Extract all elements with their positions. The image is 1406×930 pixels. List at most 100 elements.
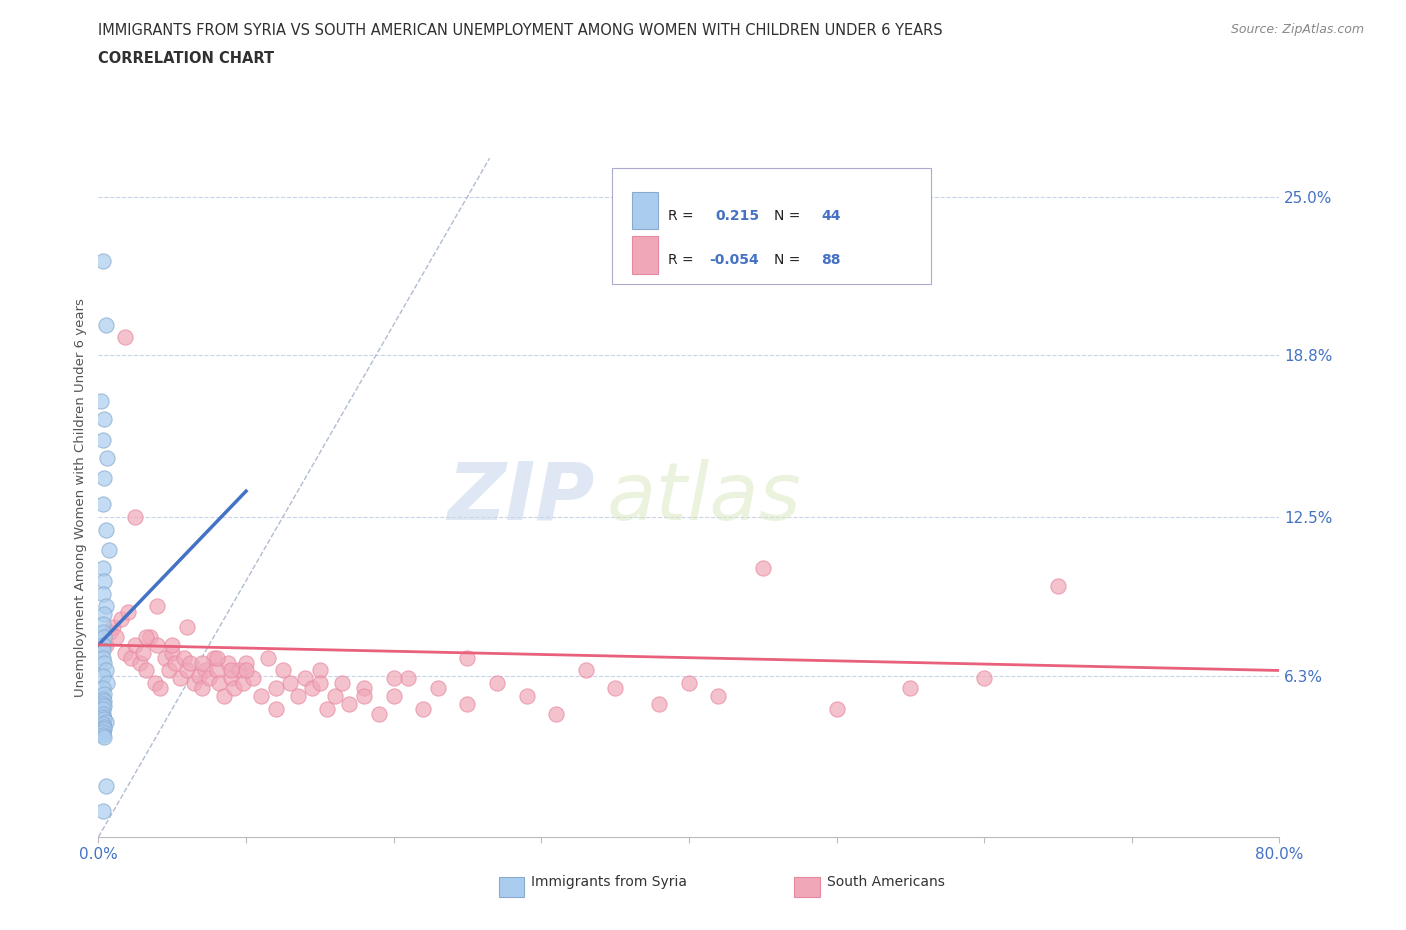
- Point: [98, 625, 121, 640]
- Text: Immigrants from Syria: Immigrants from Syria: [531, 874, 688, 889]
- Point: [91, 617, 114, 631]
- Point: [91, 650, 114, 665]
- Point: [91, 586, 114, 601]
- Point: [194, 663, 217, 678]
- Point: [228, 663, 250, 678]
- Text: -0.054: -0.054: [709, 253, 759, 267]
- Text: atlas: atlas: [606, 458, 801, 537]
- Point: [146, 637, 169, 652]
- Point: [1046, 578, 1069, 593]
- Point: [173, 650, 195, 665]
- Bar: [633, 236, 658, 273]
- Point: [456, 697, 478, 711]
- Text: 44: 44: [821, 209, 841, 223]
- Point: [94, 637, 117, 652]
- Point: [120, 650, 142, 665]
- Point: [165, 656, 187, 671]
- Point: [91, 253, 114, 268]
- Point: [94, 317, 117, 332]
- Point: [114, 645, 136, 660]
- Text: N =: N =: [773, 209, 804, 223]
- Point: [287, 688, 309, 703]
- Point: [97, 542, 120, 557]
- Point: [309, 676, 332, 691]
- Point: [91, 637, 114, 652]
- Point: [264, 681, 287, 696]
- Text: Source: ZipAtlas.com: Source: ZipAtlas.com: [1230, 23, 1364, 36]
- Point: [544, 707, 567, 722]
- Point: [515, 688, 537, 703]
- Point: [93, 730, 115, 745]
- Text: N =: N =: [773, 253, 804, 267]
- Point: [93, 630, 115, 644]
- Point: [224, 681, 246, 696]
- Point: [605, 681, 627, 696]
- Point: [271, 663, 294, 678]
- Point: [219, 671, 242, 685]
- Point: [93, 412, 115, 427]
- Point: [128, 656, 150, 671]
- Point: [143, 676, 166, 691]
- Point: [219, 663, 242, 678]
- Point: [91, 668, 114, 683]
- Point: [396, 671, 419, 685]
- Point: [91, 804, 114, 818]
- Point: [337, 697, 360, 711]
- Point: [96, 676, 118, 691]
- Point: [301, 681, 323, 696]
- Text: IMMIGRANTS FROM SYRIA VS SOUTH AMERICAN UNEMPLOYMENT AMONG WOMEN WITH CHILDREN U: IMMIGRANTS FROM SYRIA VS SOUTH AMERICAN …: [98, 23, 943, 38]
- Point: [91, 497, 114, 512]
- Point: [93, 471, 115, 485]
- Point: [162, 637, 183, 652]
- Point: [751, 561, 773, 576]
- Point: [149, 681, 172, 696]
- Point: [264, 701, 287, 716]
- Point: [316, 701, 339, 716]
- Point: [205, 650, 228, 665]
- Point: [114, 330, 136, 345]
- Point: [205, 663, 228, 678]
- Point: [825, 701, 848, 716]
- Point: [187, 668, 209, 683]
- Point: [412, 701, 434, 716]
- Point: [91, 710, 114, 724]
- Point: [124, 637, 146, 652]
- Point: [91, 697, 114, 711]
- Point: [382, 688, 405, 703]
- Point: [90, 394, 112, 409]
- FancyBboxPatch shape: [612, 168, 931, 284]
- Point: [250, 688, 273, 703]
- Point: [973, 671, 995, 685]
- Point: [162, 645, 183, 660]
- Point: [93, 656, 115, 671]
- Text: R =: R =: [668, 253, 697, 267]
- Point: [146, 599, 169, 614]
- Text: 0.215: 0.215: [714, 209, 759, 223]
- Point: [198, 671, 221, 685]
- Point: [179, 656, 201, 671]
- Point: [191, 681, 214, 696]
- Point: [176, 619, 198, 634]
- Point: [91, 432, 114, 447]
- Point: [678, 676, 700, 691]
- Text: 88: 88: [821, 253, 841, 267]
- Point: [323, 688, 346, 703]
- Point: [153, 650, 176, 665]
- Bar: [633, 193, 658, 230]
- Point: [110, 612, 132, 627]
- Point: [176, 663, 198, 678]
- Point: [96, 450, 118, 465]
- Point: [94, 663, 117, 678]
- Point: [208, 676, 231, 691]
- Point: [191, 656, 214, 671]
- Point: [93, 574, 115, 589]
- Point: [91, 724, 114, 739]
- Point: [93, 711, 115, 726]
- Point: [183, 676, 205, 691]
- Point: [202, 650, 225, 665]
- Point: [217, 656, 239, 671]
- Point: [103, 619, 125, 634]
- Point: [93, 699, 115, 714]
- Text: ZIP: ZIP: [447, 458, 595, 537]
- Point: [94, 714, 117, 729]
